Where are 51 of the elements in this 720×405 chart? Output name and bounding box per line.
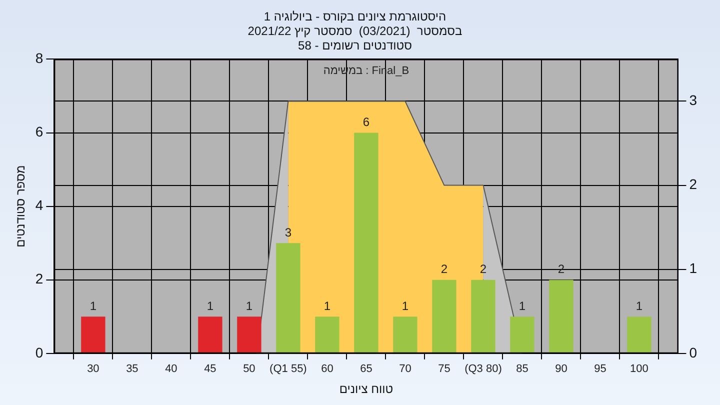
bar — [393, 316, 418, 353]
text: בסמסטר (03/2021) סמסטר קיץ 2021/22 — [248, 24, 462, 38]
x-tick-label: 30 — [87, 362, 100, 375]
x-tick-label: 85 — [516, 362, 528, 375]
data-label: 1 — [518, 298, 526, 313]
bar — [354, 132, 378, 353]
x-tick-label: 45 — [204, 362, 216, 375]
x-tick-label: 95 — [594, 362, 606, 375]
data-label: 3 — [284, 225, 292, 240]
x-tick-label: 75 — [438, 362, 450, 375]
data-label: 1 — [206, 298, 214, 313]
y-axis-title: מספר סטודנטים — [14, 165, 28, 248]
y-tick-label: 4 — [35, 197, 44, 214]
y2-tick-label: 2 — [689, 176, 698, 192]
data-label: 1 — [90, 298, 97, 313]
x-tick-label: (Q1 55) — [270, 362, 307, 375]
text: סטודנטים רשומים - 58 — [298, 38, 412, 52]
x-tick-label: (Q3 80) — [464, 362, 502, 375]
bar — [237, 316, 262, 353]
x-tick-label: 50 — [243, 362, 256, 375]
bar — [471, 280, 496, 353]
x-tick-label: 90 — [555, 362, 568, 375]
data-label: 2 — [440, 262, 448, 276]
bar — [549, 280, 574, 353]
bar — [627, 316, 652, 353]
y2-tick-label: 0 — [689, 344, 698, 360]
bar — [510, 316, 534, 353]
data-label: 1 — [402, 298, 409, 313]
y-tick-label: 6 — [35, 124, 44, 140]
x-tick-label: 70 — [399, 362, 412, 375]
bar — [81, 316, 106, 353]
x-axis-title: טווח ציונים — [339, 382, 394, 396]
data-label: 1 — [636, 298, 643, 313]
x-tick-label: 60 — [321, 362, 334, 375]
text: היסטוגרמת ציונים בקורס - ביולוגיה 1 — [264, 10, 446, 24]
data-label: 1 — [324, 298, 331, 313]
x-tick-label: 65 — [360, 362, 372, 375]
y-tick-label: 0 — [35, 344, 44, 360]
bar — [315, 316, 340, 353]
y2-tick-label: 3 — [689, 92, 698, 108]
data-label: 1 — [246, 298, 253, 313]
data-label: 2 — [480, 262, 487, 276]
bar — [432, 280, 456, 353]
x-tick-label: 100 — [630, 362, 648, 375]
bar — [198, 316, 222, 353]
y-tick-label: 2 — [35, 270, 44, 287]
x-tick-label: 35 — [126, 362, 138, 375]
data-label: 6 — [362, 115, 370, 130]
y-tick-label: 8 — [35, 50, 44, 66]
x-tick-label: 40 — [165, 362, 178, 375]
y2-tick-label: 1 — [689, 260, 698, 276]
